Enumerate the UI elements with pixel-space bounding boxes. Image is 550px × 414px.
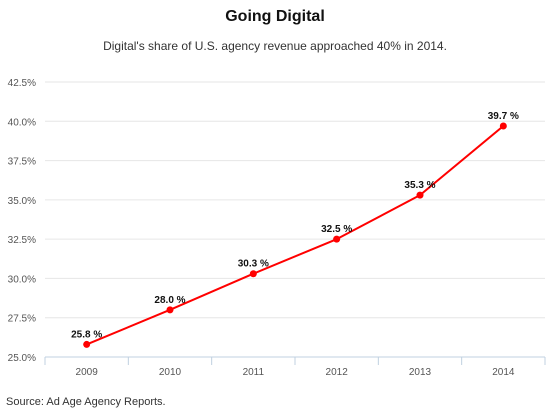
data-label: 30.3 % bbox=[238, 259, 269, 270]
data-point bbox=[416, 191, 424, 199]
data-point bbox=[166, 306, 174, 314]
y-tick-label: 32.5% bbox=[8, 235, 36, 246]
data-label: 25.8 % bbox=[71, 329, 102, 340]
y-axis-tick-labels: 25.0% 27.5% 30.0% 32.5% 35.0% 37.5% 40.0% 42.5% bbox=[8, 78, 36, 364]
x-axis-tick-labels: 2009 2010 2011 2012 2013 2014 bbox=[76, 367, 515, 378]
data-point bbox=[333, 235, 341, 243]
data-labels: 25.8 % 28.0 % 30.3 % 32.5 % 35.3 % 39.7 % bbox=[71, 111, 519, 340]
series-line-path bbox=[86, 125, 504, 346]
gridlines bbox=[45, 81, 545, 319]
y-tick-label: 27.5% bbox=[8, 314, 36, 325]
x-tick-label: 2012 bbox=[326, 367, 349, 378]
x-tick-label: 2009 bbox=[76, 367, 99, 378]
x-axis bbox=[44, 356, 546, 365]
data-label: 32.5 % bbox=[321, 224, 352, 235]
y-tick-label: 35.0% bbox=[8, 196, 36, 207]
x-tick-label: 2014 bbox=[492, 367, 515, 378]
data-point bbox=[83, 340, 91, 348]
y-tick-label: 25.0% bbox=[8, 353, 36, 364]
chart-title: Going Digital bbox=[225, 8, 325, 25]
y-tick-label: 37.5% bbox=[8, 157, 36, 168]
data-label: 28.0 % bbox=[154, 295, 185, 306]
data-label: 39.7 % bbox=[488, 111, 519, 122]
source-note: Source: Ad Age Agency Reports. bbox=[6, 396, 166, 408]
data-point bbox=[499, 122, 507, 130]
y-tick-label: 30.0% bbox=[8, 274, 36, 285]
data-point bbox=[249, 270, 257, 278]
chart-subtitle: Digital's share of U.S. agency revenue a… bbox=[103, 39, 447, 53]
x-tick-label: 2010 bbox=[159, 367, 182, 378]
y-tick-label: 40.0% bbox=[8, 117, 36, 128]
data-label: 35.3 % bbox=[404, 180, 435, 191]
y-tick-label: 42.5% bbox=[8, 78, 36, 89]
x-tick-label: 2013 bbox=[409, 367, 432, 378]
series-line bbox=[83, 122, 507, 348]
x-tick-label: 2011 bbox=[243, 367, 265, 378]
